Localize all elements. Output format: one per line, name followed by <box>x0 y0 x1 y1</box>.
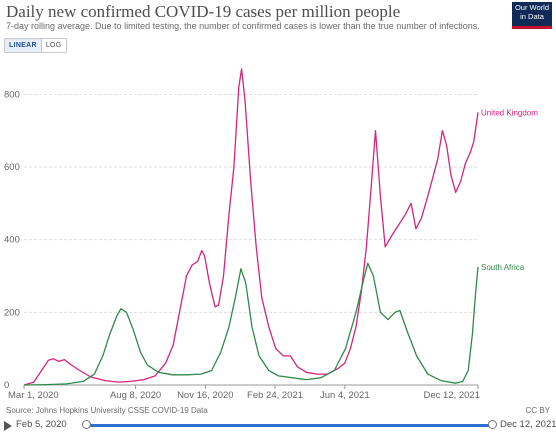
timeline-start-label: Feb 5, 2020 <box>16 419 67 430</box>
timeline-end-label: Dec 12, 2021 <box>500 419 556 430</box>
line-chart: 0 200 400 600 800 Mar 1, 2020 Aug 8, 2020 Nov 1… <box>4 68 538 401</box>
timeline-track[interactable] <box>86 424 492 427</box>
timeline-end-handle[interactable] <box>488 420 497 429</box>
y-tick-label: 600 <box>4 162 20 173</box>
owid-logo[interactable]: Our World in Data <box>512 2 552 29</box>
source-note[interactable]: Source: Johns Hopkins University CSSE CO… <box>6 406 208 415</box>
linear-scale-button[interactable]: LINEAR <box>5 39 41 52</box>
license-note[interactable]: CC BY <box>525 406 550 415</box>
logo-line-2: in Data <box>520 11 544 21</box>
timeline: Feb 5, 2020 Dec 12, 2021 <box>0 418 556 434</box>
series-label[interactable]: South Africa <box>481 263 525 272</box>
y-tick-label: 200 <box>4 307 20 318</box>
series-line-united-kingdom[interactable] <box>23 68 479 386</box>
x-tick-label: Nov 16, 2020 <box>177 390 234 401</box>
chart-title: Daily new confirmed COVID-19 cases per m… <box>6 2 401 21</box>
log-scale-button[interactable]: LOG <box>40 39 66 52</box>
scale-toggle: LINEAR LOG <box>4 38 67 53</box>
x-tick-label: Dec 12, 2021 <box>423 390 480 401</box>
y-tick-label: 0 <box>4 380 9 391</box>
logo-line-1: Our World <box>514 3 550 12</box>
x-tick-label: Feb 24, 2021 <box>247 390 303 401</box>
x-tick-label: Mar 1, 2020 <box>8 390 59 401</box>
play-icon[interactable] <box>4 421 12 431</box>
y-tick-label: 800 <box>4 89 20 100</box>
series-label[interactable]: United Kingdom <box>481 109 538 118</box>
x-tick-label: Aug 8, 2020 <box>110 390 161 401</box>
timeline-start-handle[interactable] <box>82 420 91 429</box>
series-line-south-africa[interactable] <box>23 262 479 386</box>
chart-subtitle: 7-day rolling average. Due to limited te… <box>6 21 480 31</box>
y-tick-label: 400 <box>4 235 20 246</box>
x-tick-label: Jun 4, 2021 <box>320 390 370 401</box>
